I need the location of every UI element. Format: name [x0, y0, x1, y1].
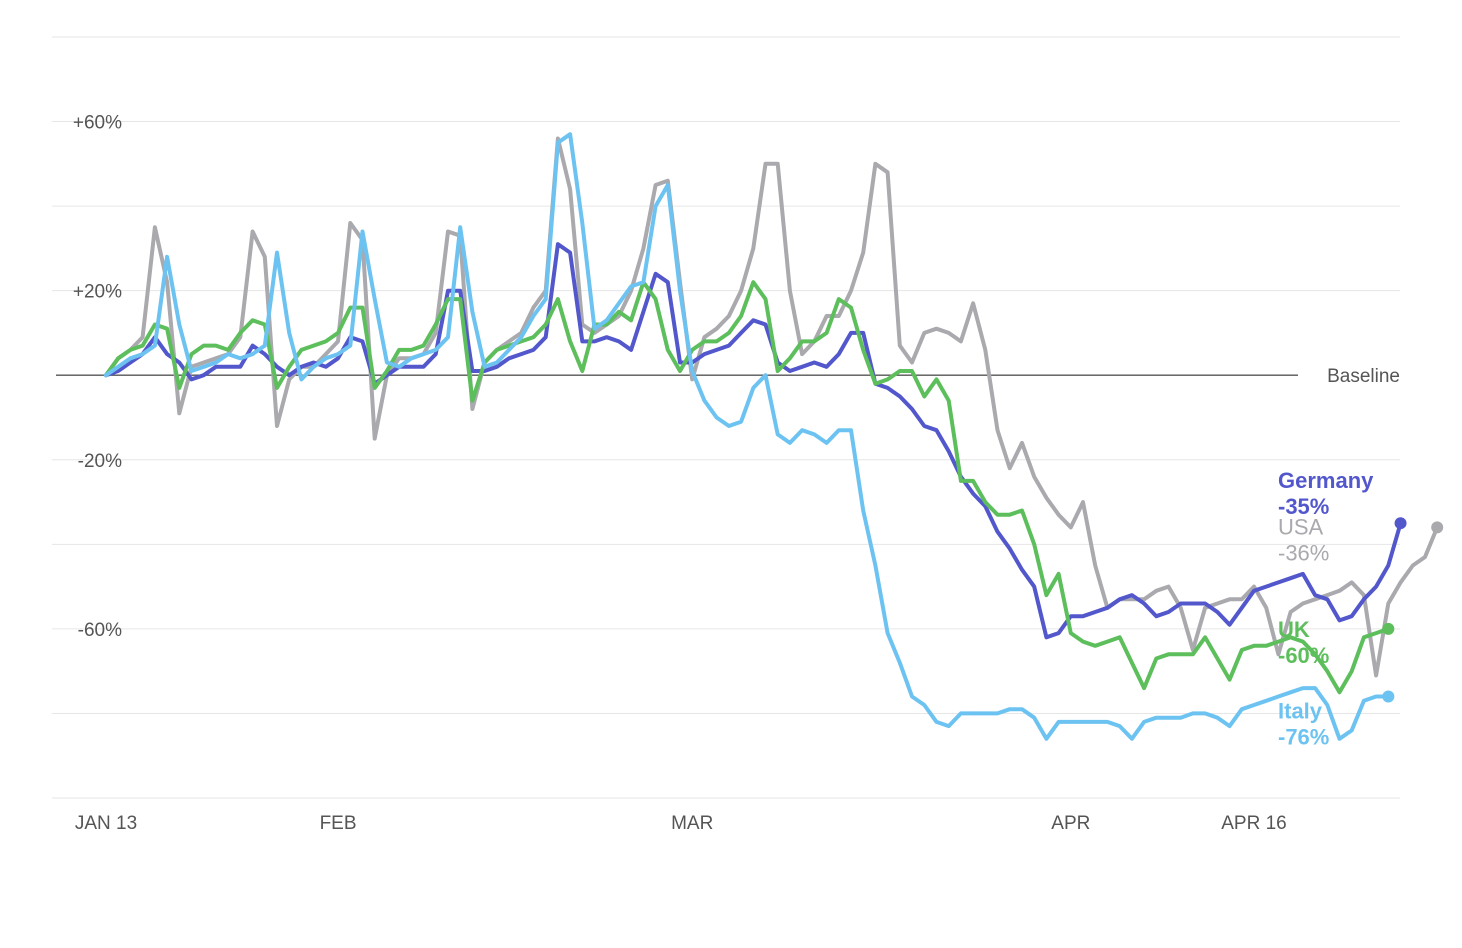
series-name-label: Germany: [1278, 468, 1374, 493]
series-lines: [104, 132, 1440, 741]
series-endpoint-usa: [1431, 521, 1444, 534]
grid-lines: [52, 36, 1400, 799]
series-name-label: USA: [1278, 514, 1324, 539]
series-value-label: -36%: [1278, 540, 1329, 565]
series-endpoint-germany: [1394, 517, 1407, 530]
x-tick-label: APR 16: [1221, 813, 1286, 834]
series-line-usa: [104, 136, 1440, 678]
y-tick-label: -20%: [78, 451, 122, 472]
baseline: Baseline: [56, 366, 1400, 387]
series-line-germany: [104, 242, 1403, 640]
y-tick-label: -60%: [78, 620, 122, 641]
series-endpoints: [1382, 517, 1444, 703]
x-tick-label: FEB: [320, 813, 357, 834]
baseline-label: Baseline: [1327, 366, 1400, 387]
series-line-italy: [104, 132, 1391, 741]
series-line-uk: [104, 280, 1391, 695]
series-value-label: -76%: [1278, 725, 1329, 750]
series-endpoint-italy: [1382, 690, 1395, 703]
y-axis-tick-labels: +60% +20% -20% -60%: [73, 113, 122, 641]
series-value-label: -35%: [1278, 494, 1329, 519]
series-name-label: Italy: [1278, 699, 1323, 724]
series-value-label: -60%: [1278, 643, 1329, 668]
x-tick-label: JAN 13: [75, 813, 137, 834]
series-endpoint-uk: [1382, 622, 1395, 635]
x-tick-label: APR: [1051, 813, 1090, 834]
y-tick-label: +20%: [73, 282, 122, 303]
series-name-label: UK: [1278, 617, 1310, 642]
y-tick-label: +60%: [73, 113, 122, 134]
x-axis-tick-labels: JAN 13 FEB MAR APR APR 16: [75, 813, 1287, 834]
series-end-labels: USA-36% Germany-35% UK-60% Italy-76%: [1278, 468, 1374, 749]
x-tick-label: MAR: [671, 813, 713, 834]
